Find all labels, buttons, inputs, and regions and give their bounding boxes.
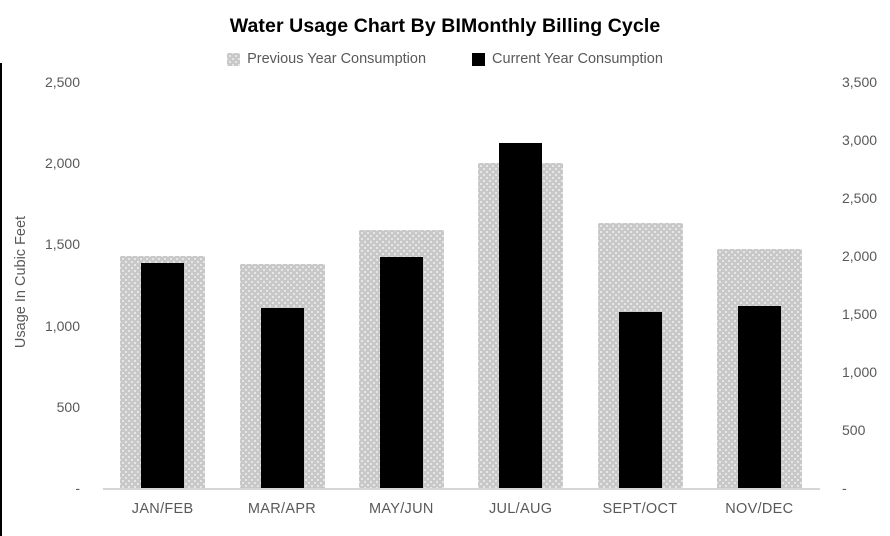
legend-label-current-year: Current Year Consumption <box>492 51 663 67</box>
bar-current-2 <box>379 257 423 488</box>
x-axis-line <box>103 488 820 490</box>
window-edge-line <box>0 63 2 536</box>
x-axis-label: JUL/AUG <box>488 501 553 517</box>
x-axis-label: NOV/DEC <box>725 501 794 517</box>
left-axis-tick-label: 500 <box>56 398 80 415</box>
bar-current-0 <box>141 262 185 488</box>
left-axis-tick-label: 2,000 <box>44 155 80 172</box>
left-axis-tick-label: - <box>75 480 80 496</box>
legend-item-previous-year: Previous Year Consumption <box>227 51 426 67</box>
right-axis-tick-label: 1,500 <box>842 306 878 322</box>
x-axis-label: SEPT/OCT <box>602 501 678 517</box>
right-axis-tick-label: 2,000 <box>842 248 878 264</box>
right-axis-tick-label: - <box>842 480 847 496</box>
x-axis-label: MAR/APR <box>247 501 317 517</box>
right-axis-tick-label: 1,000 <box>842 364 878 380</box>
previous-year-swatch-icon <box>227 52 241 66</box>
x-axis-label: JAN/FEB <box>131 501 194 517</box>
right-axis-tick-label: 2,500 <box>842 190 878 206</box>
bar-current-1 <box>260 307 304 488</box>
left-axis-tick-label: 1,500 <box>44 236 80 253</box>
bar-current-4 <box>618 312 662 488</box>
x-axis-label: MAY/JUN <box>368 501 434 517</box>
left-axis-tick-label: 2,500 <box>44 74 80 90</box>
bar-current-5 <box>737 306 781 488</box>
right-axis-tick-label: 3,000 <box>842 132 878 148</box>
left-axis-tick-label: 1,000 <box>44 317 80 334</box>
bar-current-3 <box>499 142 543 488</box>
chart-title: Water Usage Chart By BIMonthly Billing C… <box>229 15 661 37</box>
legend-item-current-year: Current Year Consumption <box>472 51 663 67</box>
current-year-swatch-icon <box>472 52 486 66</box>
legend-label-previous-year: Previous Year Consumption <box>247 51 427 67</box>
plot-area <box>103 82 819 488</box>
legend: Previous Year Consumption Current Year C… <box>0 50 890 68</box>
right-axis-tick-label: 3,500 <box>842 74 878 90</box>
bar-previous-1 <box>239 263 325 488</box>
right-axis-tick-label: 500 <box>842 422 866 438</box>
